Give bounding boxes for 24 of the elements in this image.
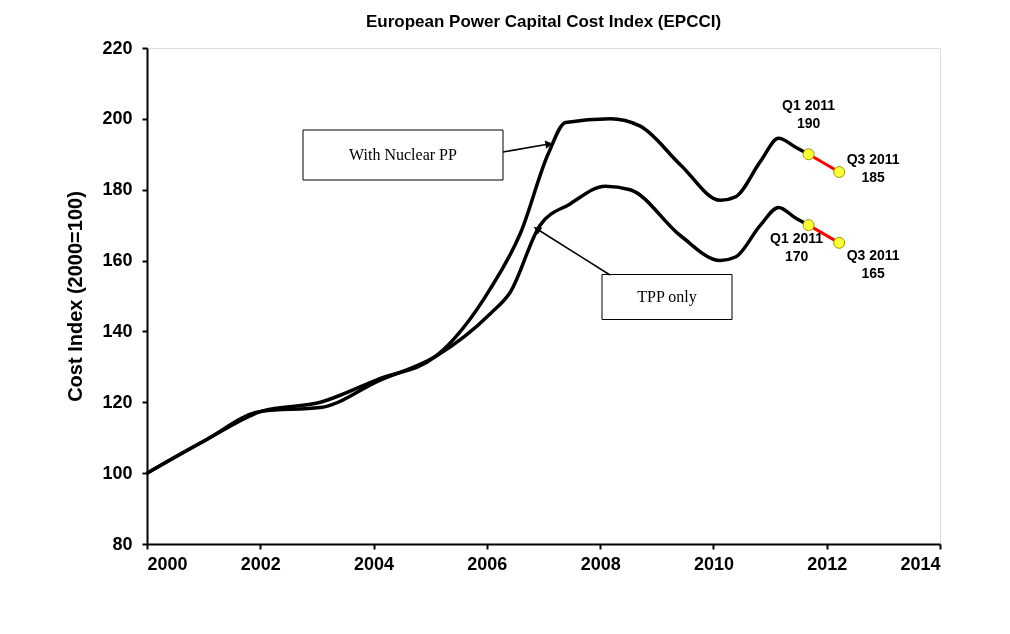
y-axis-title: Cost Index (2000=100) — [64, 191, 87, 402]
x-tick-label: 2000 — [147, 553, 188, 574]
x-tick-label: 2004 — [354, 553, 395, 574]
annotation: TPP only — [637, 288, 697, 306]
x-tick-label: 2002 — [240, 553, 281, 574]
annotation: With Nuclear PP — [349, 146, 457, 163]
y-tick-label: 180 — [102, 179, 133, 200]
y-tick-label: 100 — [102, 462, 133, 483]
data-label: Q3 2011 165 — [846, 246, 900, 281]
x-tick-label: 2010 — [693, 553, 734, 574]
chart-title: European Power Capital Cost Index (EPCCI) — [365, 12, 722, 31]
y-tick-label: 120 — [102, 391, 133, 412]
x-tick-label: 2008 — [580, 553, 621, 574]
data-label: Q3 2011 185 — [846, 151, 900, 185]
y-tick-label: 140 — [102, 320, 133, 341]
x-tick-label: 2006 — [467, 553, 508, 574]
y-tick-label: 220 — [102, 37, 133, 58]
x-tick-label: 2014 — [900, 553, 941, 574]
data-label: Q1 2011 190 — [782, 97, 836, 132]
y-tick-label: 200 — [102, 108, 133, 129]
x-tick-label: 2012 — [807, 553, 848, 574]
data-label: Q1 2011 170 — [770, 230, 824, 265]
y-tick-label: 160 — [102, 250, 133, 271]
y-tick-label: 80 — [112, 533, 133, 554]
